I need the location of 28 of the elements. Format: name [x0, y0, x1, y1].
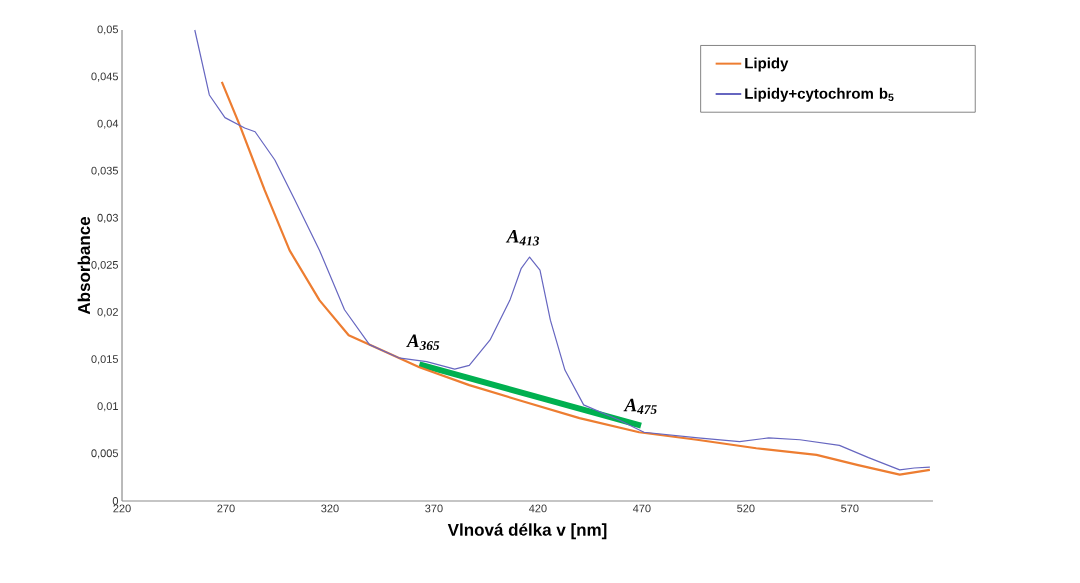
legend-label: Lipidy+cytochrom b$_{5}$	[745, 87, 894, 102]
y-tick-label: 0,025	[91, 260, 118, 271]
legend-label: Lipidy	[745, 57, 789, 72]
x-tick-label: 220	[113, 504, 131, 513]
x-axis-title: Vlnová délka v [nm]	[447, 523, 607, 540]
y-tick-label: 0,04	[97, 119, 119, 129]
y-tick-label: 0,015	[91, 355, 118, 365]
y-tick-label: 0,03	[97, 213, 118, 223]
annotation: A$_{365}$	[405, 334, 440, 351]
y-tick-label: 0,045	[91, 72, 118, 82]
y-tick-label: 0,005	[91, 449, 118, 459]
annotation: A$_{475}$	[623, 398, 657, 415]
x-tick-label: 570	[841, 504, 859, 513]
y-tick-label: 0,035	[91, 166, 118, 176]
y-axis-title: Absorbance	[77, 216, 91, 315]
x-tick-label: 470	[632, 504, 651, 513]
y-tick-label: 0,01	[97, 402, 118, 412]
y-tick-label: 0	[112, 497, 119, 505]
x-tick-label: 520	[737, 504, 755, 513]
annotation: A$_{413}$	[505, 229, 540, 246]
x-tick-label: 320	[321, 504, 339, 513]
x-tick-label: 270	[217, 504, 235, 513]
line-series	[220, 80, 931, 476]
y-tick-label: 0,02	[97, 308, 118, 318]
line-series	[194, 29, 931, 471]
y-tick-label: 0,05	[97, 25, 118, 35]
x-tick-label: 420	[528, 504, 547, 513]
x-tick-label: 370	[425, 504, 443, 513]
